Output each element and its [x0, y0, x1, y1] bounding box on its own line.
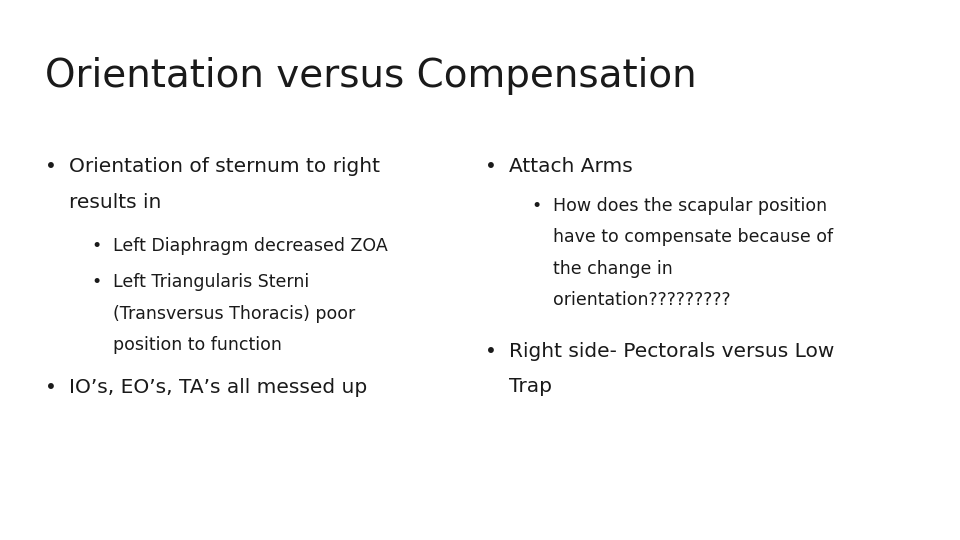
Text: have to compensate because of: have to compensate because of: [553, 228, 833, 246]
Text: •: •: [485, 342, 496, 361]
Text: How does the scapular position: How does the scapular position: [553, 197, 828, 215]
Text: •: •: [91, 237, 102, 254]
Text: Orientation versus Compensation: Orientation versus Compensation: [45, 57, 697, 94]
Text: orientation?????????: orientation?????????: [553, 291, 731, 309]
Text: IO’s, EO’s, TA’s all messed up: IO’s, EO’s, TA’s all messed up: [69, 378, 368, 397]
Text: Left Triangularis Sterni: Left Triangularis Sterni: [113, 273, 309, 291]
Text: the change in: the change in: [553, 260, 673, 278]
Text: •: •: [45, 157, 57, 176]
Text: Orientation of sternum to right: Orientation of sternum to right: [69, 157, 380, 176]
Text: results in: results in: [69, 193, 161, 212]
Text: Trap: Trap: [509, 377, 552, 396]
Text: (Transversus Thoracis) poor: (Transversus Thoracis) poor: [113, 305, 355, 322]
Text: position to function: position to function: [113, 336, 282, 354]
Text: Right side- Pectorals versus Low: Right side- Pectorals versus Low: [509, 342, 834, 361]
Text: Left Diaphragm decreased ZOA: Left Diaphragm decreased ZOA: [113, 237, 388, 254]
Text: •: •: [485, 157, 496, 176]
Text: Attach Arms: Attach Arms: [509, 157, 633, 176]
Text: •: •: [45, 378, 57, 397]
Text: •: •: [91, 273, 102, 291]
Text: •: •: [531, 197, 541, 215]
